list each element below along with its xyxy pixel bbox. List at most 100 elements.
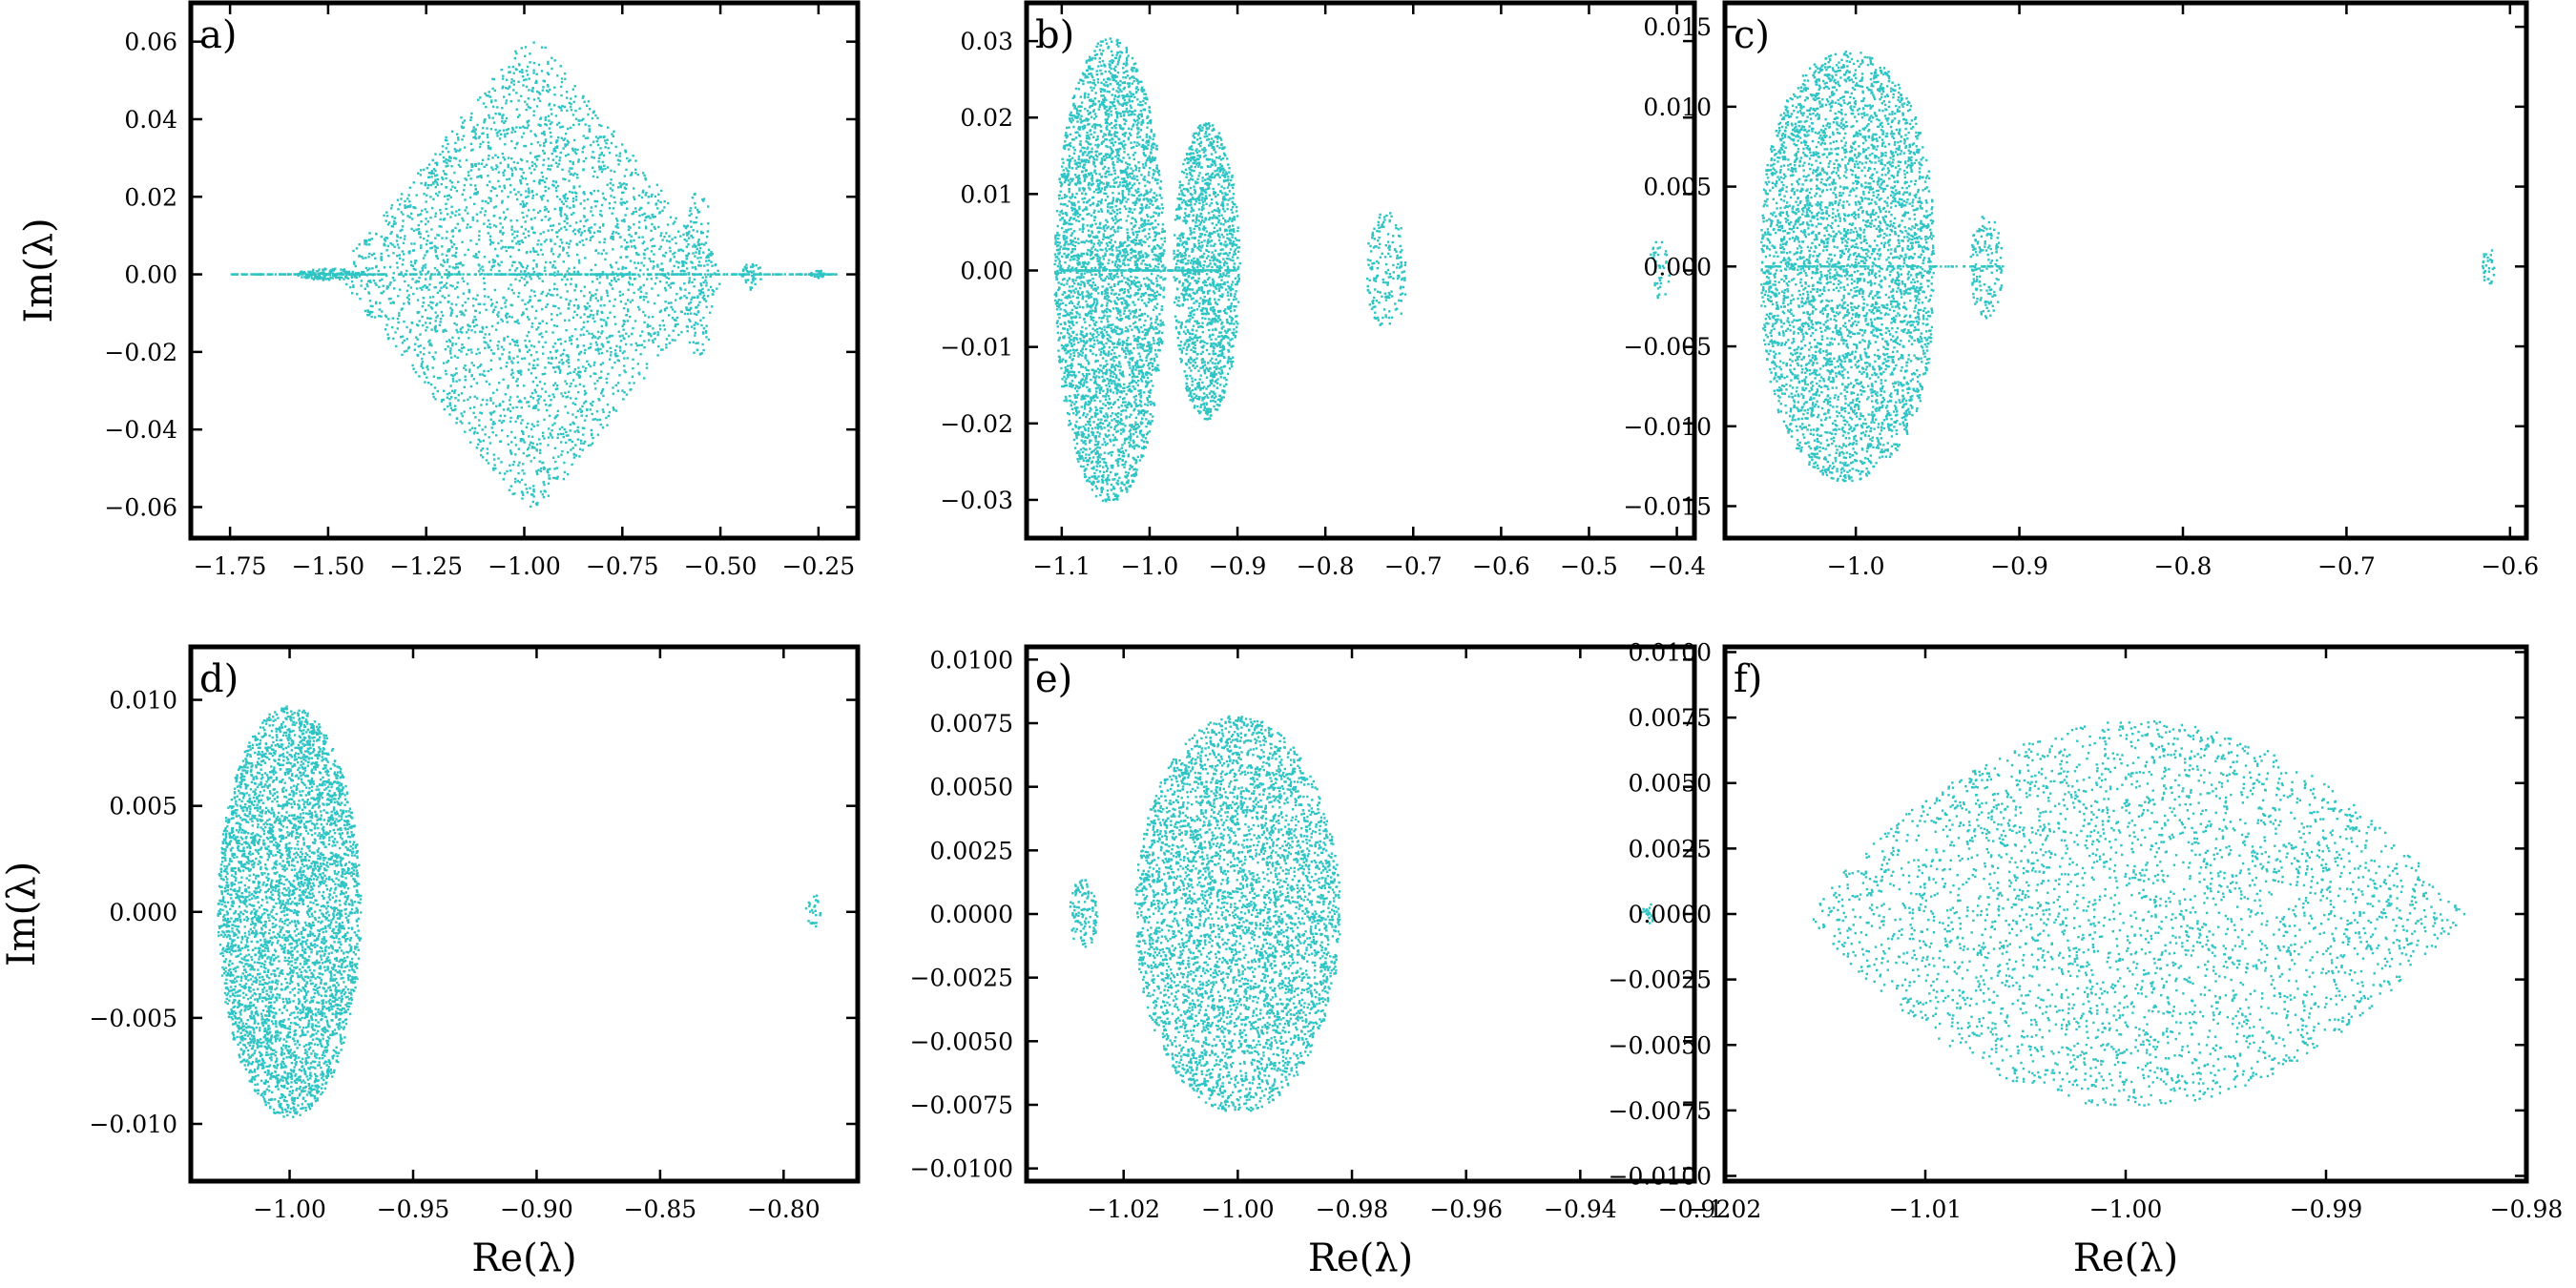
point bbox=[462, 135, 466, 137]
point bbox=[577, 430, 580, 433]
point bbox=[482, 269, 485, 272]
point bbox=[531, 87, 534, 90]
point bbox=[585, 305, 588, 309]
point bbox=[422, 285, 425, 288]
point bbox=[483, 302, 486, 306]
point bbox=[374, 257, 377, 260]
point bbox=[496, 254, 499, 258]
point bbox=[596, 380, 599, 383]
point bbox=[757, 267, 760, 270]
point bbox=[391, 325, 394, 329]
point bbox=[614, 145, 617, 149]
point bbox=[1152, 196, 1154, 199]
point bbox=[656, 263, 659, 266]
point bbox=[301, 273, 304, 276]
point bbox=[1130, 434, 1132, 438]
point bbox=[1091, 147, 1093, 151]
point bbox=[696, 348, 699, 352]
point bbox=[521, 71, 524, 74]
point bbox=[477, 168, 481, 171]
point bbox=[554, 146, 557, 149]
point bbox=[617, 267, 620, 271]
point bbox=[681, 269, 684, 272]
point bbox=[491, 310, 495, 314]
point bbox=[637, 288, 640, 291]
point bbox=[1076, 181, 1079, 185]
point bbox=[679, 248, 683, 251]
point bbox=[1097, 108, 1100, 111]
point bbox=[598, 135, 601, 138]
point bbox=[446, 396, 449, 399]
point bbox=[1129, 287, 1132, 290]
point bbox=[396, 266, 399, 269]
point bbox=[322, 273, 325, 276]
point bbox=[1088, 186, 1091, 190]
point bbox=[565, 215, 569, 218]
point bbox=[510, 288, 513, 292]
point bbox=[447, 164, 449, 167]
point bbox=[424, 381, 426, 384]
point bbox=[453, 171, 456, 175]
point bbox=[418, 320, 421, 322]
point bbox=[456, 285, 459, 289]
point bbox=[521, 177, 525, 179]
point bbox=[428, 296, 432, 299]
point bbox=[624, 149, 627, 152]
point bbox=[509, 451, 512, 454]
point bbox=[696, 273, 699, 276]
point bbox=[487, 462, 490, 465]
point bbox=[405, 289, 409, 292]
point bbox=[595, 139, 599, 143]
point bbox=[345, 271, 348, 275]
point bbox=[383, 242, 385, 245]
point bbox=[659, 200, 662, 204]
point bbox=[1146, 180, 1149, 183]
point bbox=[297, 273, 300, 276]
point bbox=[509, 469, 512, 472]
point bbox=[433, 358, 436, 361]
point bbox=[468, 196, 472, 199]
point bbox=[1128, 353, 1131, 356]
point bbox=[572, 204, 575, 207]
point bbox=[426, 368, 429, 371]
point bbox=[578, 185, 581, 188]
point bbox=[567, 127, 570, 131]
point bbox=[532, 110, 535, 113]
point bbox=[1077, 341, 1080, 344]
point bbox=[509, 71, 511, 73]
point bbox=[1113, 69, 1117, 72]
point bbox=[623, 218, 626, 221]
point bbox=[1106, 196, 1110, 198]
point bbox=[505, 299, 508, 301]
point bbox=[443, 407, 446, 411]
point bbox=[539, 144, 542, 147]
point bbox=[535, 158, 539, 161]
point bbox=[592, 418, 594, 421]
point bbox=[463, 410, 466, 413]
point bbox=[574, 273, 577, 276]
point bbox=[533, 405, 536, 408]
point bbox=[1131, 56, 1134, 60]
point bbox=[1118, 207, 1121, 211]
point bbox=[643, 321, 646, 324]
point bbox=[396, 317, 400, 321]
point bbox=[1097, 418, 1100, 421]
point bbox=[746, 273, 749, 276]
point bbox=[559, 126, 562, 129]
point bbox=[818, 272, 821, 275]
point bbox=[359, 298, 362, 301]
point bbox=[641, 330, 644, 333]
point bbox=[521, 299, 524, 301]
point bbox=[522, 125, 525, 128]
point bbox=[372, 252, 376, 256]
point bbox=[533, 366, 537, 370]
point bbox=[1091, 304, 1094, 307]
point bbox=[510, 81, 513, 84]
point bbox=[567, 246, 571, 249]
point bbox=[503, 337, 506, 340]
point bbox=[1108, 422, 1111, 425]
point bbox=[599, 364, 603, 366]
point bbox=[598, 165, 601, 168]
point bbox=[427, 288, 430, 291]
point bbox=[499, 366, 503, 370]
